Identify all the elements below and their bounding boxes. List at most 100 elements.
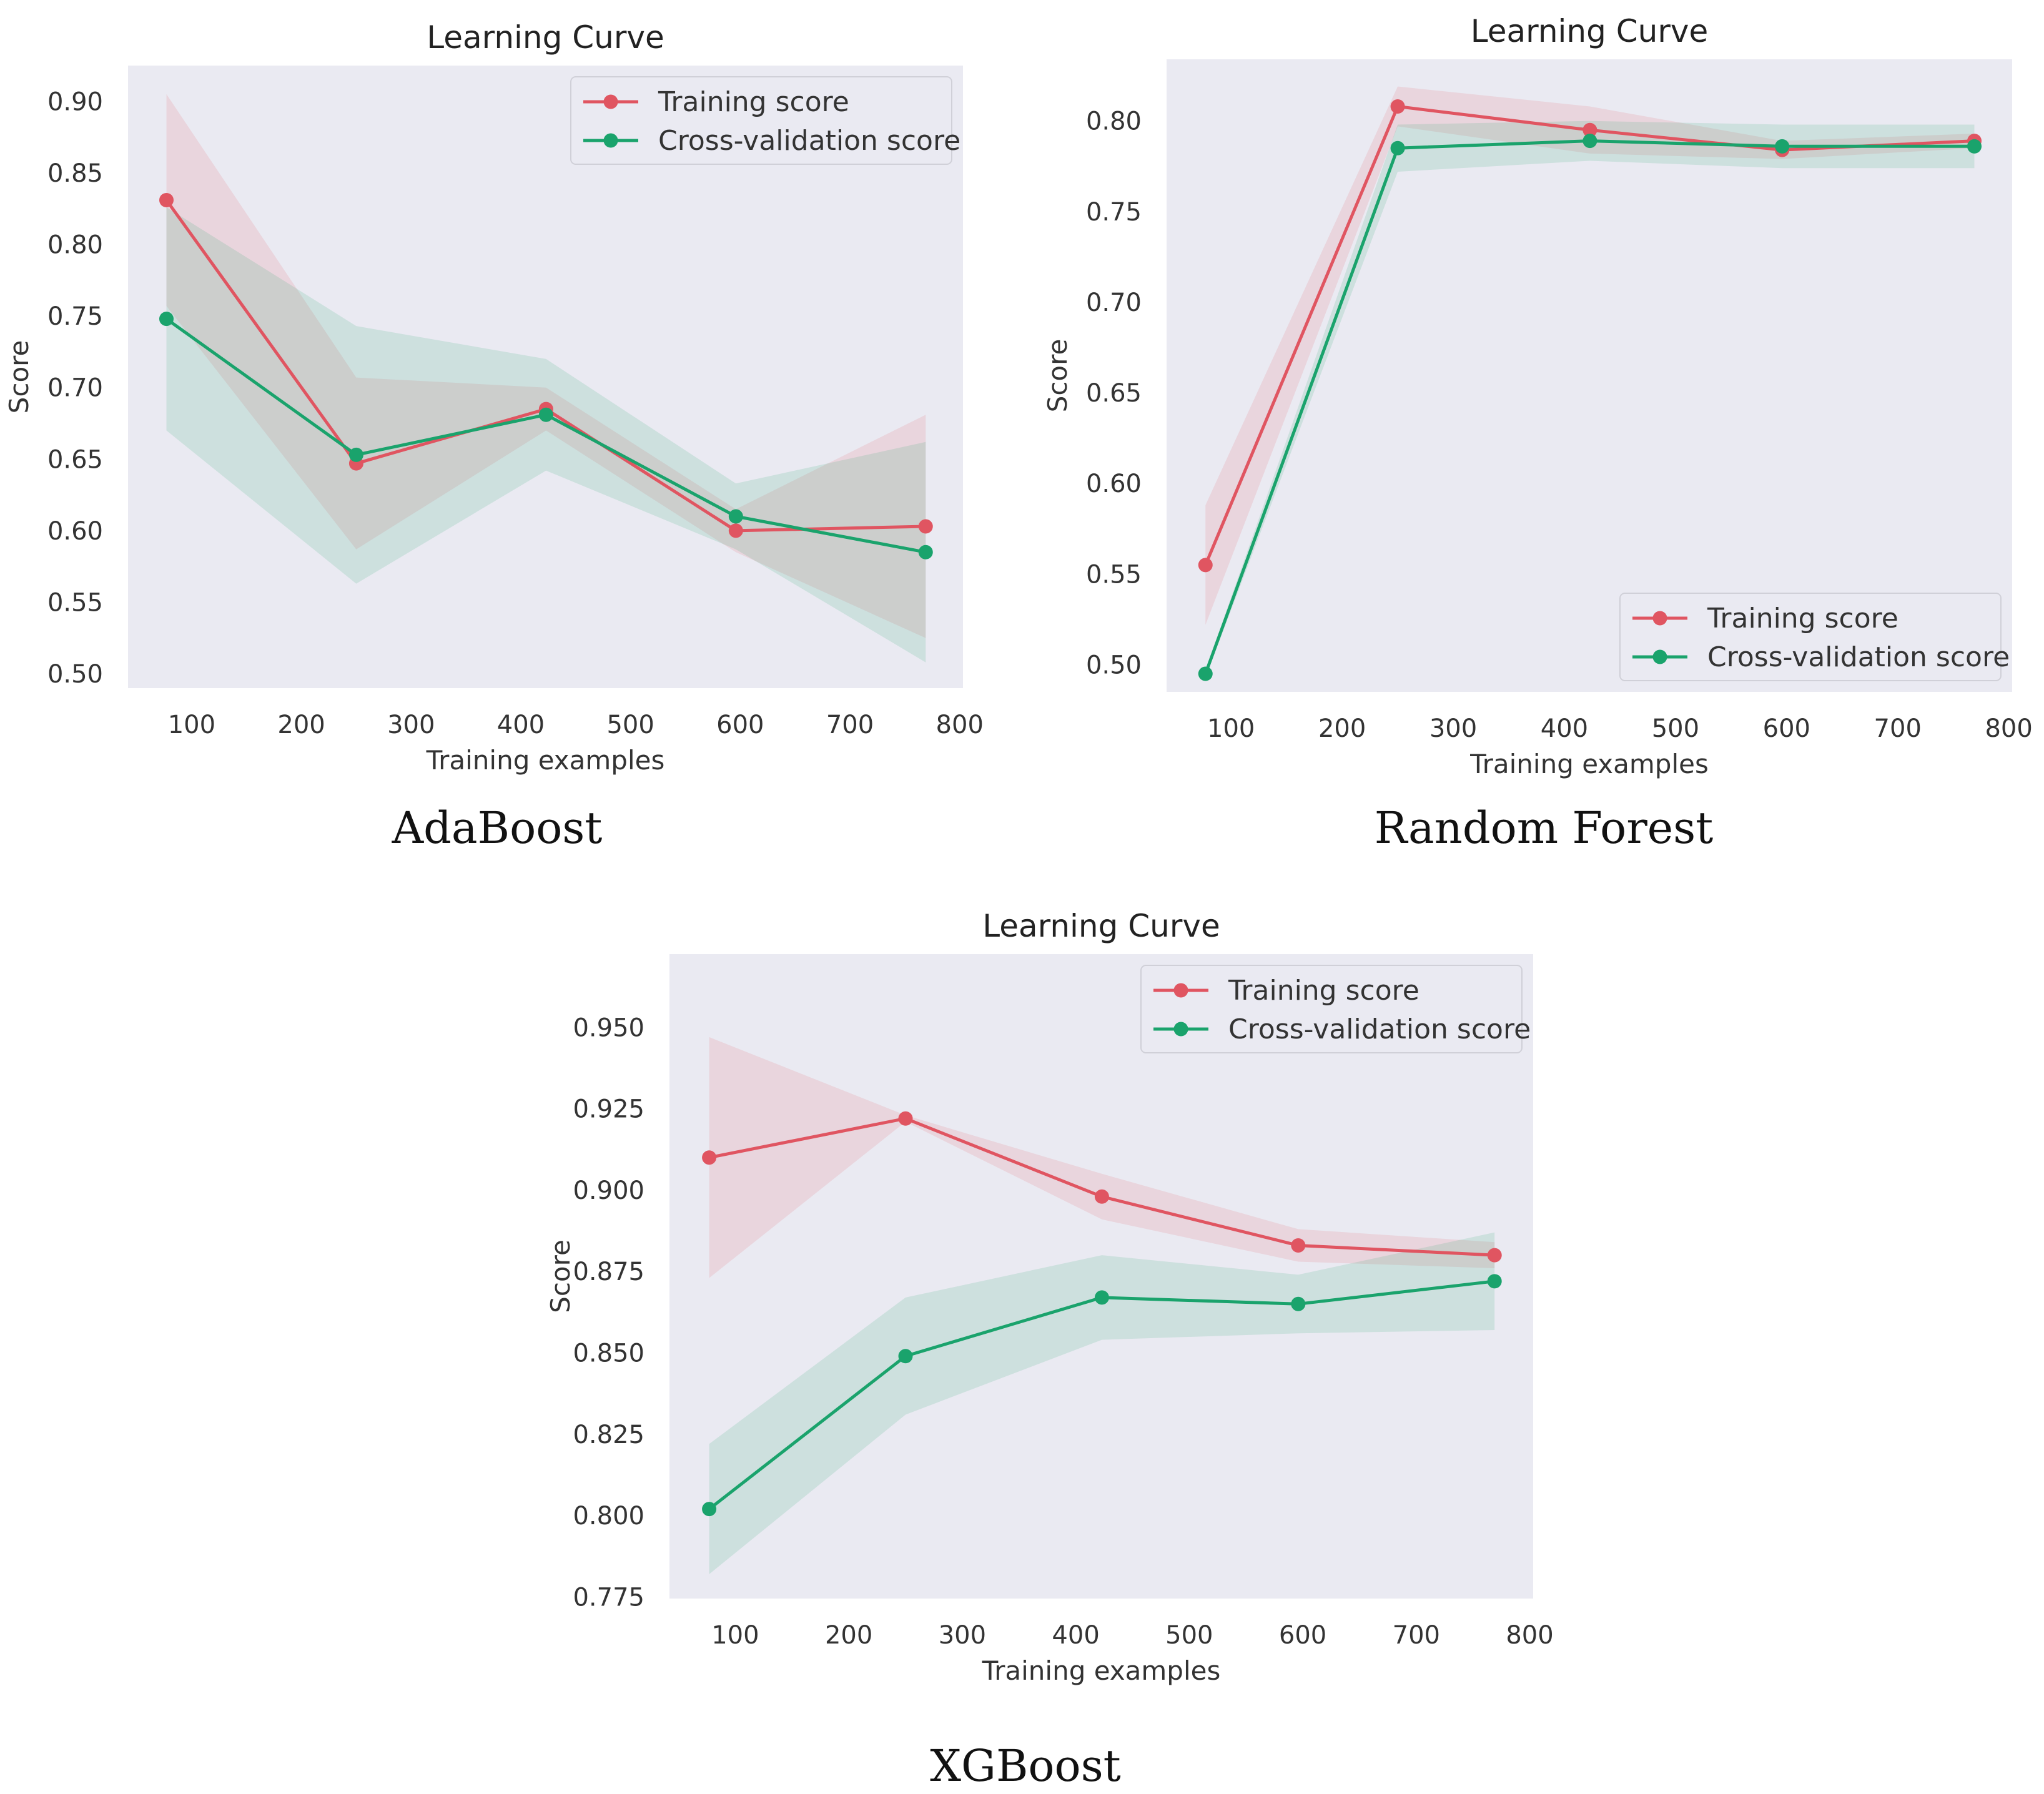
y-tick-label: 0.70 — [47, 374, 103, 403]
y-tick-label: 0.70 — [1086, 288, 1142, 317]
x-tick-label: 500 — [606, 711, 654, 739]
x-axis-label: Training examples — [426, 745, 665, 776]
cv-legend-marker — [1652, 649, 1667, 664]
y-tick-label: 0.90 — [47, 87, 103, 116]
cv-score-point — [918, 545, 933, 559]
y-tick-label: 0.875 — [573, 1258, 644, 1286]
x-tick-label: 400 — [497, 711, 545, 739]
training-confidence-band — [709, 1037, 1495, 1278]
x-tick-label: 100 — [168, 711, 215, 739]
x-tick-label: 800 — [936, 711, 984, 739]
chart-caption: XGBoost — [930, 1740, 1121, 1792]
y-tick-label: 0.50 — [47, 660, 103, 689]
training-legend-marker — [603, 94, 618, 109]
cv-confidence-band — [709, 1232, 1495, 1574]
cv-confidence-band — [166, 207, 926, 663]
cv-score-point — [538, 407, 553, 422]
y-tick-label: 0.825 — [573, 1421, 644, 1449]
training-legend-marker — [1173, 983, 1188, 998]
y-tick-label: 0.50 — [1086, 651, 1142, 679]
cv-legend-marker — [603, 133, 618, 148]
cv-score-point — [1390, 140, 1405, 155]
training-score-point — [702, 1150, 717, 1165]
x-tick-label: 200 — [277, 711, 325, 739]
y-tick-label: 0.900 — [573, 1176, 644, 1205]
training-legend-label: Training score — [658, 86, 849, 118]
y-tick-label: 0.950 — [573, 1013, 644, 1042]
cv-score-point — [1582, 134, 1597, 149]
training-score-point — [1291, 1238, 1306, 1253]
chart-title: Learning Curve — [1471, 13, 1708, 49]
training-score-point — [1390, 99, 1405, 114]
adaboost-chart: Learning Curve 100 200 300 400 500 600 700 800 0.… — [4, 19, 984, 854]
training-confidence-band — [166, 94, 926, 638]
y-tick-label: 0.80 — [47, 230, 103, 259]
plot-area — [1167, 59, 2012, 692]
legend-box — [570, 76, 952, 165]
y-tick-label: 0.65 — [1086, 379, 1142, 408]
training-score-point — [918, 519, 933, 534]
training-score-point — [1582, 122, 1597, 137]
cv-score-point — [1291, 1296, 1306, 1311]
training-score-point — [159, 192, 174, 207]
y-axis-label: Score — [545, 1240, 576, 1313]
y-tick-label: 0.85 — [47, 159, 103, 188]
cv-score-point — [1094, 1290, 1109, 1305]
x-tick-label: 600 — [1763, 714, 1810, 743]
y-tick-label: 0.75 — [47, 302, 103, 331]
y-tick-label: 0.925 — [573, 1095, 644, 1124]
cv-legend-label: Cross-validation score — [1707, 641, 2010, 673]
y-tick-label: 0.55 — [47, 588, 103, 617]
x-axis-label: Training examples — [982, 1655, 1221, 1686]
training-score-point — [728, 523, 743, 538]
y-tick-label: 0.60 — [47, 517, 103, 546]
chart-title: Learning Curve — [982, 908, 1220, 944]
chart-title: Learning Curve — [427, 19, 664, 56]
training-legend-label: Training score — [1707, 603, 1898, 634]
training-confidence-band — [1205, 86, 1975, 625]
cv-score-point — [1967, 139, 1982, 154]
y-tick-label: 0.55 — [1086, 560, 1142, 589]
y-tick-label: 0.65 — [47, 445, 103, 474]
x-tick-label: 700 — [1874, 714, 1922, 743]
cv-score-point — [728, 509, 743, 524]
chart-caption: AdaBoost — [392, 802, 603, 854]
x-tick-label: 600 — [1279, 1621, 1326, 1650]
y-tick-label: 0.80 — [1086, 107, 1142, 136]
plot-area — [669, 954, 1533, 1599]
y-tick-label: 0.800 — [573, 1502, 644, 1530]
x-tick-label: 200 — [825, 1621, 872, 1650]
legend: Training score Cross-validation score — [570, 76, 960, 165]
cv-legend-label: Cross-validation score — [1228, 1013, 1531, 1045]
y-tick-label: 0.850 — [573, 1339, 644, 1368]
x-tick-label: 300 — [387, 711, 435, 739]
training-legend-marker — [1652, 611, 1667, 626]
x-tick-label: 400 — [1052, 1621, 1099, 1650]
random-forest-chart: Learning Curve 100 200 300 400 500 600 700 800 0.… — [1042, 13, 2033, 854]
cv-score-point — [159, 312, 174, 327]
y-axis-label: Score — [4, 340, 34, 414]
training-score-point — [1487, 1248, 1502, 1263]
training-score-point — [898, 1111, 913, 1126]
chart-caption: Random Forest — [1375, 802, 1714, 854]
x-tick-label: 100 — [711, 1621, 759, 1650]
y-axis-label: Score — [1042, 339, 1073, 413]
legend: Training score Cross-validation score — [1619, 593, 2010, 681]
x-tick-label: 800 — [1985, 714, 2032, 743]
training-score-point — [1094, 1189, 1109, 1204]
xgboost-chart: Learning Curve 100 200 300 400 500 600 700 800 0.… — [545, 908, 1554, 1792]
x-tick-label: 200 — [1318, 714, 1366, 743]
x-tick-label: 300 — [939, 1621, 986, 1650]
cv-score-point — [702, 1502, 717, 1517]
x-tick-label: 700 — [826, 711, 874, 739]
legend-box — [1619, 593, 2002, 681]
x-tick-label: 500 — [1652, 714, 1699, 743]
x-tick-label: 100 — [1207, 714, 1255, 743]
x-tick-label: 300 — [1429, 714, 1477, 743]
plot-area — [128, 66, 963, 688]
cv-score-point — [1487, 1274, 1502, 1289]
cv-legend-marker — [1173, 1022, 1188, 1037]
x-tick-label: 700 — [1393, 1621, 1440, 1650]
legend: Training score Cross-validation score — [1140, 965, 1531, 1053]
